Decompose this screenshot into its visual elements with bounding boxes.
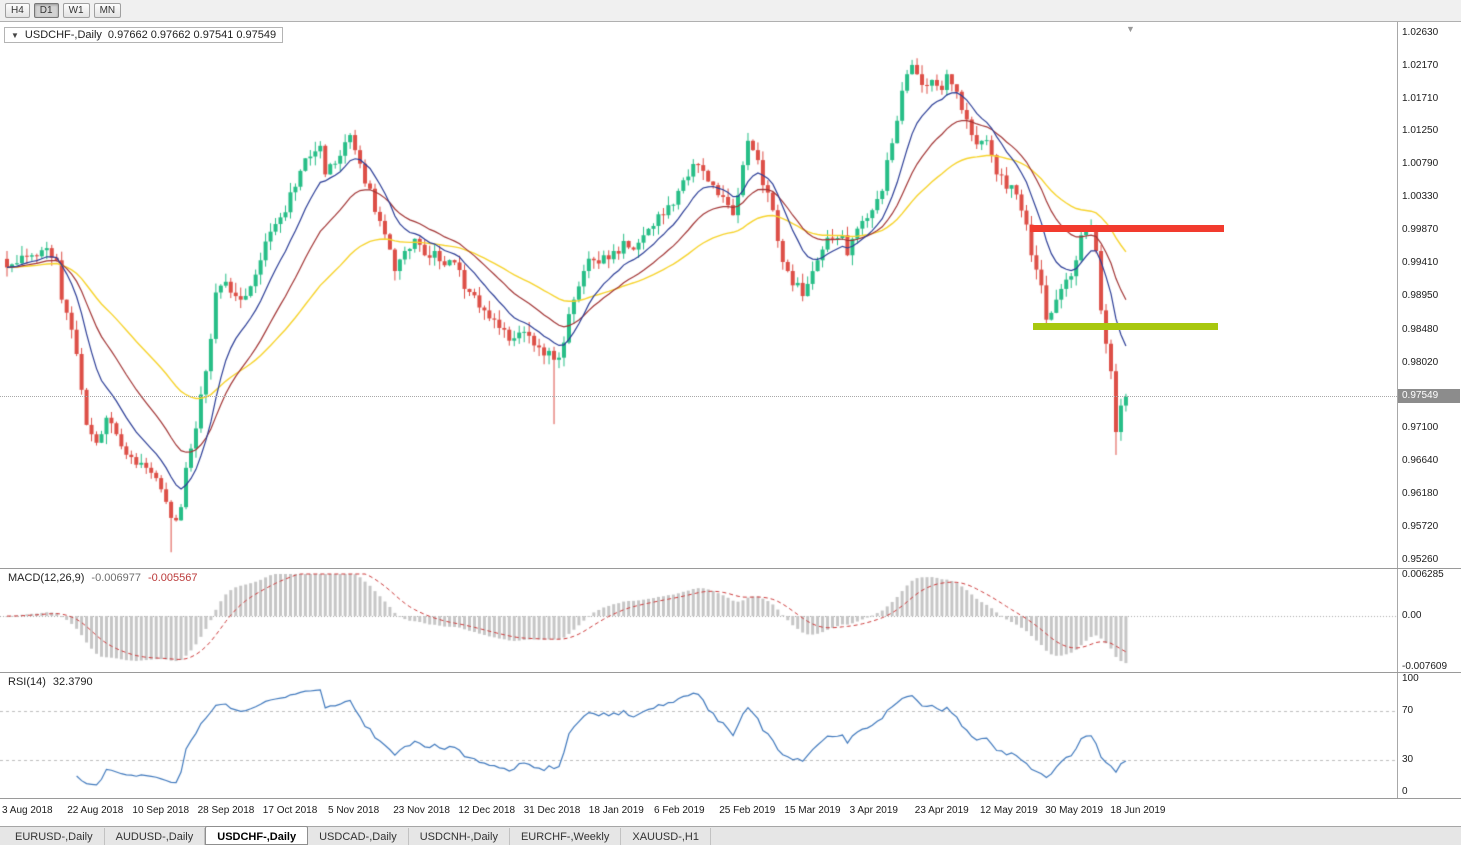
macd-label: MACD(12,26,9)	[8, 572, 85, 584]
rsi-axis-label: 100	[1402, 673, 1419, 684]
rsi-chart[interactable]	[0, 673, 1397, 798]
tab-usdchf-daily[interactable]: USDCHF-,Daily	[205, 826, 309, 845]
macd-title: MACD(12,26,9) -0.006977 -0.005567	[5, 572, 201, 584]
macd-chart[interactable]	[0, 569, 1397, 672]
price-axis-label: 0.95720	[1402, 521, 1439, 533]
date-axis-label: 5 Nov 2018	[328, 805, 380, 816]
chart-symbol-label: USDCHF-,Daily	[24, 29, 102, 41]
rsi-scale-separator	[1397, 673, 1398, 798]
date-axis-label: 6 Feb 2019	[654, 805, 705, 816]
date-axis-label: 10 Sep 2018	[132, 805, 190, 816]
chart-ohlc-values: 0.97662 0.97662 0.97541 0.97549	[107, 29, 277, 41]
price-axis-label: 0.98950	[1402, 290, 1439, 302]
price-chart-panel: ▼ USDCHF-,Daily 0.97662 0.97662 0.97541 …	[0, 22, 1461, 568]
tab-xauusd-h1[interactable]: XAUUSD-,H1	[621, 828, 711, 845]
timeframe-button-w1[interactable]: W1	[62, 3, 90, 18]
date-axis-label: 18 Jun 2019	[1110, 805, 1166, 816]
rsi-value: 32.3790	[52, 676, 93, 688]
date-axis-label: 28 Sep 2018	[197, 805, 255, 816]
timeframe-toolbar: H4 D1 W1 MN	[0, 0, 1461, 22]
timeframe-button-mn[interactable]: MN	[93, 3, 122, 18]
support-line[interactable]	[1033, 323, 1218, 330]
date-axis-label: 3 Aug 2018	[2, 805, 53, 816]
collapse-icon[interactable]: ▼	[11, 30, 19, 40]
date-axis-label: 31 Dec 2018	[523, 805, 581, 816]
price-axis-label: 0.99410	[1402, 257, 1439, 269]
price-axis-label: 1.02630	[1402, 26, 1439, 38]
rsi-title: RSI(14) 32.3790	[5, 676, 96, 688]
current-price-tag: 0.97549	[1398, 389, 1460, 403]
price-axis-label: 0.99870	[1402, 224, 1439, 236]
rsi-axis-label: 30	[1402, 753, 1414, 765]
macd-axis-label: 0.006285	[1402, 569, 1444, 580]
price-axis-label: 1.02170	[1402, 59, 1439, 71]
date-axis-label: 12 Dec 2018	[458, 805, 516, 816]
price-axis-label: 1.01710	[1402, 92, 1439, 104]
macd-value-signal: -0.005567	[147, 572, 198, 584]
date-axis-label: 30 May 2019	[1045, 805, 1104, 816]
chart-ohlc-header: ▼ USDCHF-,Daily 0.97662 0.97662 0.97541 …	[4, 27, 284, 43]
tab-eurusd-daily[interactable]: EURUSD-,Daily	[4, 828, 105, 845]
tab-eurchf-weekly[interactable]: EURCHF-,Weekly	[510, 828, 622, 845]
macd-scale-separator	[1397, 569, 1398, 672]
candlestick-chart[interactable]	[0, 22, 1397, 568]
price-axis-label: 0.96180	[1402, 488, 1439, 500]
macd-value-main: -0.006977	[91, 572, 141, 584]
rsi-axis-label: 70	[1402, 705, 1414, 717]
tab-usdcnh-daily[interactable]: USDCNH-,Daily	[409, 828, 510, 845]
rsi-label: RSI(14)	[8, 676, 46, 688]
date-axis-label: 23 Apr 2019	[914, 805, 969, 816]
macd-panel: MACD(12,26,9) -0.006977 -0.005567 0.0062…	[0, 568, 1461, 672]
date-axis-label: 3 Apr 2019	[849, 805, 898, 816]
date-axis: 3 Aug 2018 22 Aug 2018 10 Sep 2018 28 Sep 2…	[0, 798, 1461, 826]
price-axis-label: 1.00790	[1402, 158, 1439, 170]
current-price-line	[0, 396, 1397, 397]
date-axis-label: 23 Nov 2018	[393, 805, 450, 816]
date-axis-label: 12 May 2019	[980, 805, 1038, 816]
tab-usdcad-daily[interactable]: USDCAD-,Daily	[308, 828, 409, 845]
macd-axis-label: -0.007609	[1402, 661, 1448, 672]
price-axis-label: 0.98020	[1402, 356, 1439, 368]
price-scale-separator	[1397, 22, 1398, 568]
price-axis-label: 0.97100	[1402, 422, 1439, 434]
date-axis-label: 17 Oct 2018	[262, 805, 318, 816]
resistance-line[interactable]	[1030, 225, 1224, 232]
date-axis-label: 25 Feb 2019	[719, 805, 776, 816]
rsi-axis-label: 0	[1402, 786, 1408, 797]
timeframe-button-h4[interactable]: H4	[5, 3, 30, 18]
date-axis-label: 15 Mar 2019	[784, 805, 841, 816]
price-axis-label: 1.00330	[1402, 191, 1439, 203]
macd-axis-label: 0.00	[1402, 610, 1422, 622]
price-axis-label: 0.98480	[1402, 323, 1439, 335]
chart-tabs-bar: EURUSD-,Daily AUDUSD-,Daily USDCHF-,Dail…	[0, 826, 1461, 845]
timeframe-button-d1[interactable]: D1	[33, 3, 59, 18]
chart-shift-marker-icon[interactable]: ▼	[1126, 24, 1135, 34]
price-axis-label: 1.01250	[1402, 125, 1439, 137]
date-axis-label: 22 Aug 2018	[67, 805, 124, 816]
price-axis-label: 0.96640	[1402, 455, 1439, 467]
rsi-panel: RSI(14) 32.3790 100 70 30 0	[0, 672, 1461, 798]
price-axis-label: 0.95260	[1402, 554, 1439, 566]
tab-audusd-daily[interactable]: AUDUSD-,Daily	[105, 828, 206, 845]
date-axis-label: 18 Jan 2019	[588, 805, 644, 816]
